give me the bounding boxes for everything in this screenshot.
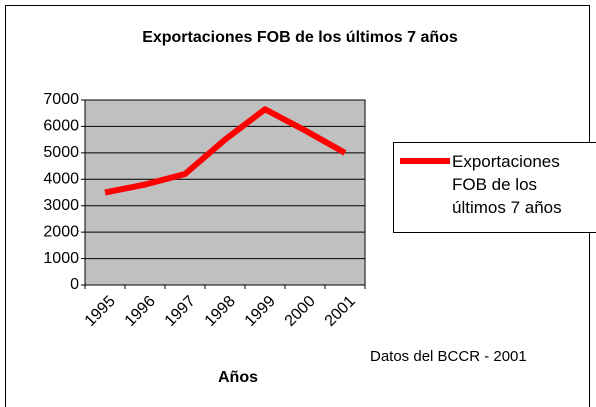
y-tick-label: 2000	[43, 223, 79, 240]
y-tick-label: 1000	[43, 250, 79, 267]
x-axis-title: Años	[218, 369, 258, 386]
plot-area	[84, 99, 366, 286]
y-tick-label: 6000	[43, 118, 79, 135]
y-tick-label: 3000	[43, 197, 79, 214]
y-tick-label: 4000	[43, 171, 79, 188]
legend-label: Exportaciones FOB de los últimos 7 años	[452, 152, 562, 217]
chart-title: Exportaciones FOB de los últimos 7 años	[142, 29, 458, 46]
y-tick-label: 0	[70, 276, 79, 293]
annotation: Datos del BCCR - 2001	[370, 348, 527, 365]
legend-box	[393, 142, 596, 233]
y-tick-label: 7000	[43, 91, 79, 108]
data-line	[104, 106, 347, 196]
y-tick-label: 5000	[43, 144, 79, 161]
